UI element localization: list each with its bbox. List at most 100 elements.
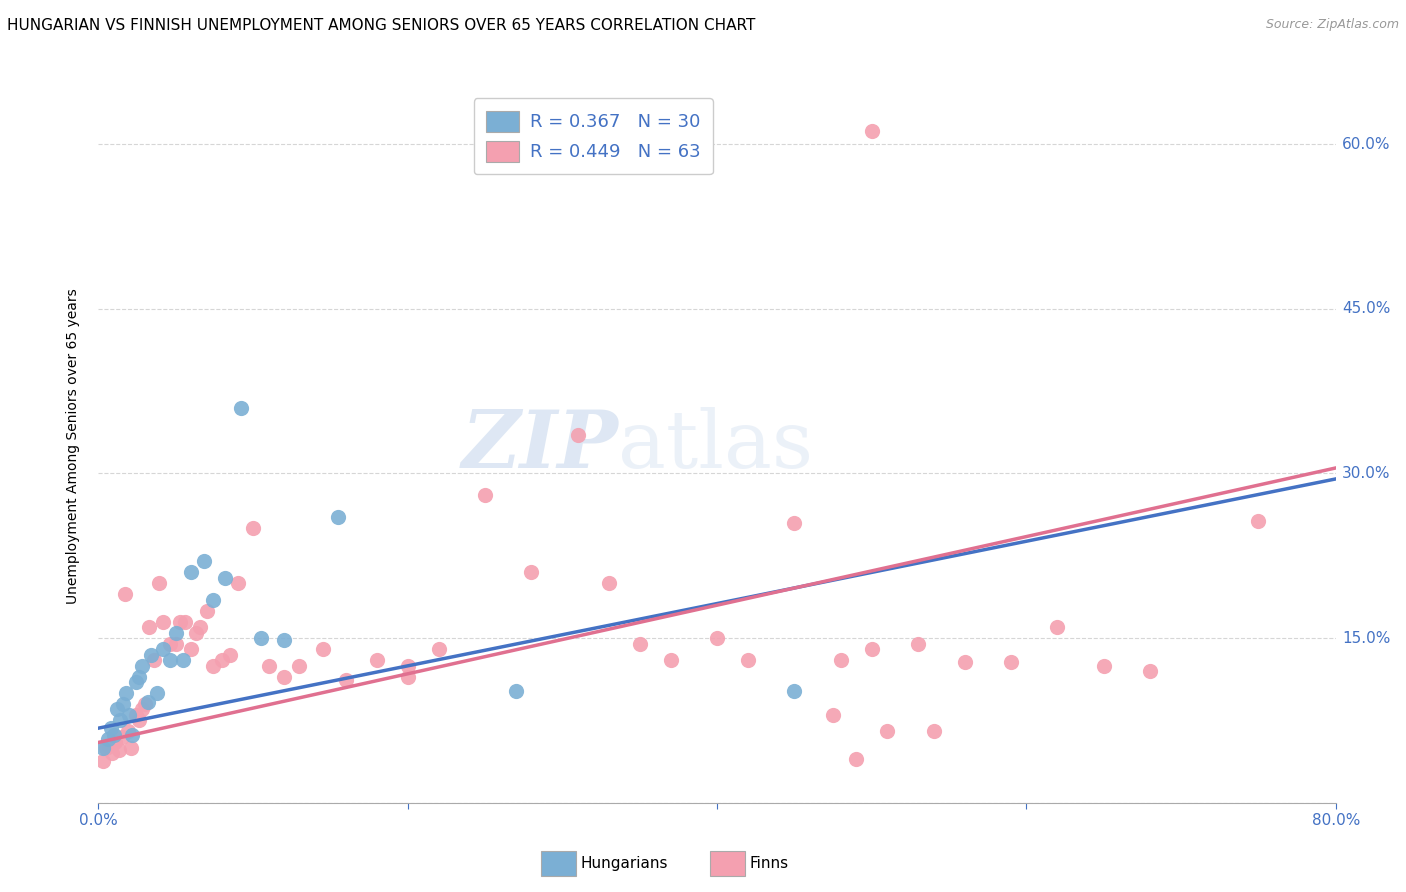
Point: [108, 714, 131, 728]
Point: [201, 658, 224, 673]
Point: [288, 658, 311, 673]
Point: [134, 697, 156, 711]
Point: [876, 724, 898, 739]
Text: 15.0%: 15.0%: [1341, 631, 1391, 646]
Point: [257, 658, 280, 673]
Point: [120, 740, 142, 755]
Point: [737, 653, 759, 667]
Point: [860, 642, 883, 657]
Point: [211, 653, 233, 667]
Text: 60.0%: 60.0%: [1341, 136, 1391, 152]
Point: [821, 708, 844, 723]
Point: [91, 740, 114, 755]
Point: [706, 631, 728, 645]
Text: Hungarians: Hungarians: [581, 856, 668, 871]
Text: atlas: atlas: [619, 407, 813, 485]
Point: [97, 732, 120, 747]
Point: [366, 653, 388, 667]
Point: [520, 566, 543, 580]
Point: [195, 604, 218, 618]
Point: [845, 752, 868, 766]
Point: [117, 724, 139, 739]
Point: [128, 714, 150, 728]
Point: [159, 653, 181, 667]
Point: [131, 658, 153, 673]
Point: [628, 637, 651, 651]
Point: [1000, 655, 1022, 669]
Point: [101, 747, 124, 761]
Text: HUNGARIAN VS FINNISH UNEMPLOYMENT AMONG SENIORS OVER 65 YEARS CORRELATION CHART: HUNGARIAN VS FINNISH UNEMPLOYMENT AMONG …: [7, 18, 755, 33]
Point: [165, 625, 187, 640]
Point: [214, 571, 236, 585]
Point: [250, 631, 273, 645]
Point: [100, 721, 122, 735]
Point: [114, 587, 136, 601]
Point: [396, 669, 419, 683]
Text: 30.0%: 30.0%: [1341, 466, 1391, 481]
Text: Source: ZipAtlas.com: Source: ZipAtlas.com: [1265, 18, 1399, 31]
Point: [165, 637, 187, 651]
Point: [143, 653, 166, 667]
Point: [953, 655, 976, 669]
Point: [273, 633, 295, 648]
Point: [226, 576, 249, 591]
Point: [152, 642, 174, 657]
Point: [180, 642, 202, 657]
Point: [138, 620, 160, 634]
Legend: R = 0.367   N = 30, R = 0.449   N = 63: R = 0.367 N = 30, R = 0.449 N = 63: [474, 98, 713, 174]
Point: [783, 683, 806, 698]
Point: [124, 708, 146, 723]
Point: [121, 728, 143, 742]
Point: [174, 615, 197, 629]
Point: [169, 615, 191, 629]
Point: [190, 620, 212, 634]
Point: [598, 576, 620, 591]
Point: [427, 642, 450, 657]
Point: [136, 695, 159, 709]
Point: [659, 653, 682, 667]
Point: [567, 428, 589, 442]
Point: [152, 615, 174, 629]
Point: [312, 642, 335, 657]
Text: 45.0%: 45.0%: [1341, 301, 1391, 317]
Point: [1139, 664, 1161, 678]
Point: [830, 653, 852, 667]
Point: [783, 516, 806, 530]
Point: [104, 735, 127, 749]
Point: [335, 673, 357, 687]
Point: [111, 730, 132, 744]
Point: [922, 724, 945, 739]
Point: [326, 510, 350, 524]
Point: [184, 625, 207, 640]
Point: [91, 754, 114, 768]
Y-axis label: Unemployment Among Seniors over 65 years: Unemployment Among Seniors over 65 years: [66, 288, 80, 604]
Point: [112, 697, 135, 711]
Point: [124, 675, 146, 690]
Point: [229, 401, 252, 415]
Point: [193, 554, 215, 568]
Point: [131, 702, 153, 716]
Point: [159, 637, 181, 651]
Point: [860, 124, 883, 138]
Point: [98, 739, 121, 753]
Point: [172, 653, 194, 667]
Point: [115, 686, 138, 700]
Point: [96, 740, 118, 755]
Point: [128, 669, 150, 683]
Point: [1247, 514, 1270, 528]
Text: ZIP: ZIP: [461, 408, 619, 484]
Point: [180, 566, 202, 580]
Point: [474, 488, 496, 502]
Point: [219, 648, 242, 662]
Point: [139, 648, 162, 662]
Point: [505, 683, 527, 698]
Point: [1046, 620, 1069, 634]
Point: [273, 669, 295, 683]
Point: [103, 728, 125, 742]
Point: [201, 592, 224, 607]
Point: [146, 686, 169, 700]
Text: Finns: Finns: [749, 856, 789, 871]
Point: [907, 637, 929, 651]
Point: [1092, 658, 1115, 673]
Point: [242, 521, 264, 535]
